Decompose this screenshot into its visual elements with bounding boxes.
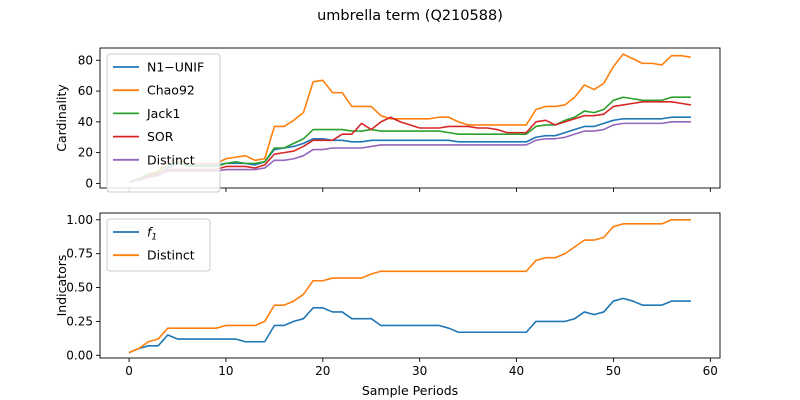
x-tick-label: 10: [218, 364, 233, 378]
series-line-jack1: [128, 96, 691, 183]
legend-label: Distinct: [147, 248, 195, 263]
axes-frame: [99, 47, 721, 189]
y-tick-label: 0.00: [66, 348, 93, 362]
y-tick-label: 80: [78, 53, 93, 67]
x-tick-label: 20: [315, 364, 330, 378]
y-axis-label: Cardinality: [54, 84, 69, 152]
series-line-distinct: [128, 218, 691, 354]
y-tick-label: 0.50: [66, 281, 93, 295]
x-tick-label: 50: [606, 364, 621, 378]
y-tick-label: 1.00: [66, 213, 93, 227]
indicators-panel: 0 10 20 30 40 50 60 0.00 0.25 0.50 0.75 1.00 Indicat…: [54, 212, 721, 378]
y-tick-label: 20: [78, 146, 93, 160]
series-line-sor: [128, 101, 692, 183]
axes-frame: [99, 212, 721, 359]
y-tick-label: 40: [78, 115, 93, 129]
legend-label: f1: [147, 225, 157, 243]
figure-title: umbrella term (Q210588): [317, 8, 503, 24]
legend-box: [106, 218, 211, 272]
y-tick-label: 0: [85, 176, 93, 190]
legend: N1−UNIF Chao92 Jack1 SOR Distinct: [106, 53, 221, 193]
y-axis-label: Indicators: [54, 255, 69, 317]
y-tick-label: 0.25: [66, 314, 93, 328]
y-tick-label: 60: [78, 84, 93, 98]
legend: f1 Distinct: [106, 218, 211, 272]
legend-label: SOR: [147, 129, 174, 144]
x-tick-label: 40: [509, 364, 524, 378]
x-tick-label: 30: [412, 364, 427, 378]
x-tick-label: 60: [703, 364, 718, 378]
cardinality-panel: 0 20 40 60 80 Cardinality N1−UNIF Chao92 Jack1 SO…: [54, 47, 721, 193]
y-tick-label: 0.75: [66, 247, 93, 261]
legend-label: Jack1: [146, 106, 180, 121]
legend-label: Chao92: [147, 83, 195, 98]
legend-label: Distinct: [147, 152, 195, 167]
x-axis-label: Sample Periods: [362, 383, 458, 398]
legend-box: [106, 53, 221, 193]
x-tick-label: 0: [125, 364, 133, 378]
series-line-f1: [128, 297, 691, 354]
legend-label: N1−UNIF: [147, 60, 204, 75]
series-line-distinct: [128, 121, 691, 183]
series-line-chao92: [128, 53, 692, 183]
